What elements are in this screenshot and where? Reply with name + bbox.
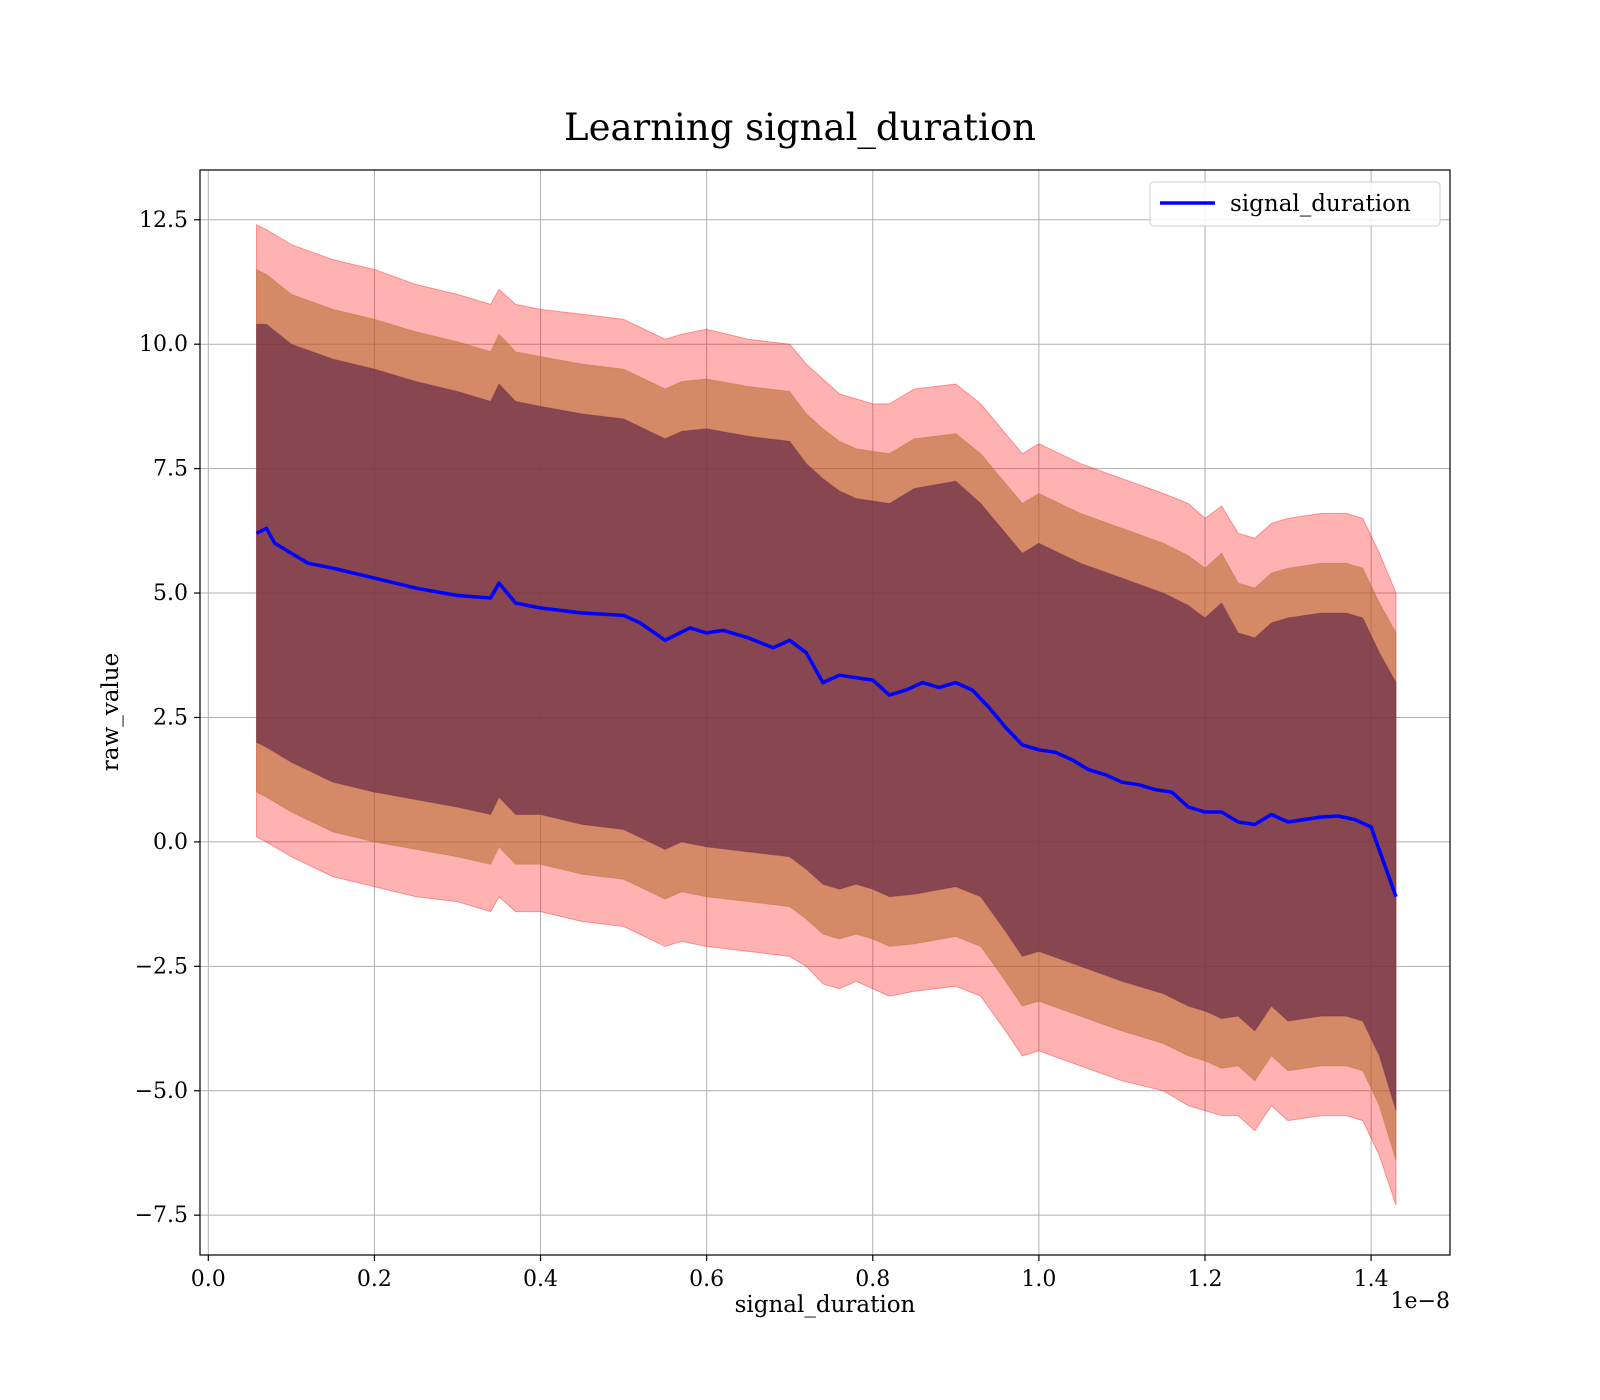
plot-frame [199, 169, 1451, 1256]
x-tick-label: 1.4 [1354, 1267, 1389, 1292]
x-tick-label: 0.8 [855, 1267, 890, 1292]
legend: signal_duration [1149, 181, 1441, 227]
series-lines [255, 526, 1398, 898]
band-inner [256, 323, 1397, 1111]
chart-title: Learning signal_duration [564, 106, 1036, 150]
axis-ticks: 0.0 0.2 0.4 0.6 0.8 1.0 1.2 1.4 −7.5 −5.0 −2.5 0.0 2… [135, 208, 1389, 1292]
legend-entry-label: signal_duration [1230, 191, 1411, 217]
x-tick-label: 0.0 [191, 1267, 226, 1292]
y-axis-label: raw_value [98, 653, 124, 771]
series-line-signal_duration [255, 526, 1398, 898]
x-tick-label: 1.2 [1187, 1267, 1222, 1292]
legend-box [1149, 181, 1441, 227]
y-tick-label: −5.0 [135, 1079, 188, 1104]
x-tick-label: 0.4 [523, 1267, 558, 1292]
y-tick-label: 0.0 [153, 830, 188, 855]
x-tick-label: 1.0 [1021, 1267, 1056, 1292]
y-tick-label: 10.0 [139, 332, 188, 357]
y-tick-label: 2.5 [153, 705, 188, 730]
y-tick-label: −2.5 [135, 954, 188, 979]
x-axis-label: signal_duration [735, 1292, 916, 1318]
x-tick-label: 0.2 [357, 1267, 392, 1292]
x-axis-offset-label: 1e−8 [1391, 1289, 1450, 1314]
y-tick-label: 7.5 [153, 457, 188, 482]
y-tick-label: −7.5 [135, 1203, 188, 1228]
y-tick-label: 5.0 [153, 581, 188, 606]
x-tick-label: 0.6 [689, 1267, 724, 1292]
y-tick-label: 12.5 [139, 208, 188, 233]
confidence-bands [256, 223, 1397, 1206]
